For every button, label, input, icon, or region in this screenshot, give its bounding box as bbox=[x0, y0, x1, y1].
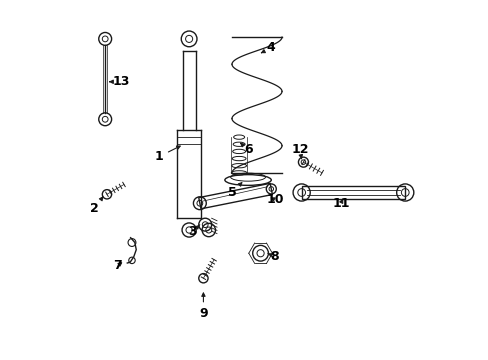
Text: 3: 3 bbox=[188, 225, 200, 238]
Text: 12: 12 bbox=[290, 143, 308, 159]
Text: 5: 5 bbox=[227, 183, 242, 199]
Text: 13: 13 bbox=[109, 75, 130, 88]
Text: 9: 9 bbox=[199, 293, 207, 320]
Text: 1: 1 bbox=[154, 146, 180, 163]
Text: 2: 2 bbox=[90, 197, 102, 215]
Text: 11: 11 bbox=[331, 197, 349, 210]
Text: 7: 7 bbox=[113, 259, 122, 272]
Text: 6: 6 bbox=[240, 143, 252, 156]
Text: 10: 10 bbox=[265, 193, 283, 206]
Text: 8: 8 bbox=[267, 250, 279, 263]
Text: 4: 4 bbox=[261, 41, 275, 54]
